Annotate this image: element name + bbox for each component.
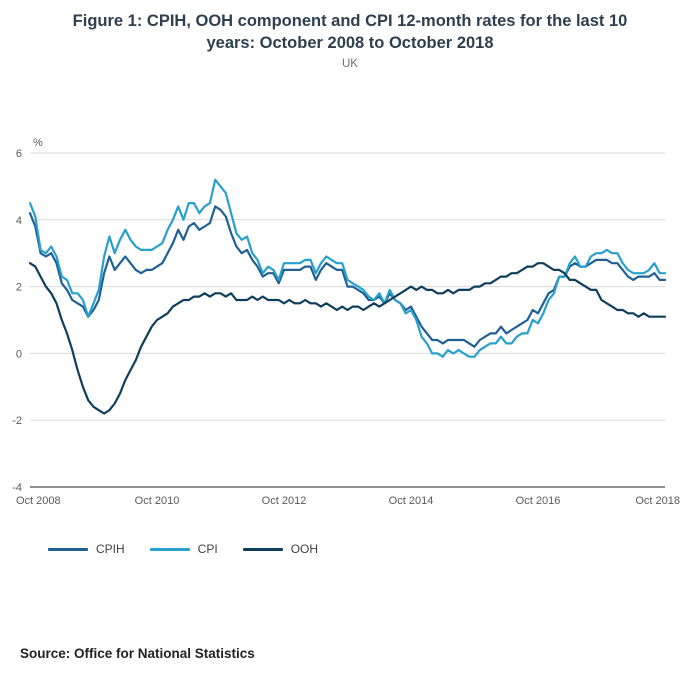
legend-label-cpi: CPI: [197, 542, 218, 556]
x-tick-label: Oct 2014: [389, 495, 434, 507]
y-tick-label: -4: [12, 482, 22, 494]
legend-swatch-ooh: [242, 547, 283, 551]
chart-subtitle: UK: [342, 58, 358, 70]
chart-title: Figure 1: CPIH, OOH component and CPI 12…: [72, 12, 628, 53]
y-tick-label: 4: [16, 215, 22, 227]
legend-swatch-cpih: [48, 547, 88, 551]
x-tick-label: Oct 2010: [135, 495, 180, 507]
x-tick-label: Oct 2016: [516, 495, 561, 507]
y-tick-label: 2: [16, 282, 22, 294]
y-tick-label: 6: [16, 148, 22, 160]
series-cpi-line: [28, 178, 667, 358]
x-tick-label: Oct 2008: [16, 495, 61, 507]
source-note: Source: Office for National Statistics: [20, 646, 255, 661]
y-axis-unit-label: %: [33, 137, 43, 149]
y-tick-label: -2: [12, 415, 22, 427]
chart-legend: CPIH CPI OOH: [48, 542, 318, 556]
y-tick-label: 0: [16, 348, 22, 360]
legend-label-ooh: OOH: [290, 542, 319, 556]
legend-item-cpih: CPIH: [48, 542, 125, 556]
legend-label-cpih: CPIH: [96, 542, 125, 556]
x-tick-label: Oct 2012: [262, 495, 307, 507]
legend-swatch-cpi: [149, 547, 190, 551]
series-ooh-line: [28, 262, 667, 415]
x-tick-label: Oct 2018: [635, 495, 680, 507]
legend-item-cpi: CPI: [149, 542, 218, 556]
legend-item-ooh: OOH: [242, 542, 319, 556]
line-chart: -4 -2 0 2 4 6% Oct 2008 Oct 2010 Oct 2012 Oct 201…: [12, 137, 680, 507]
